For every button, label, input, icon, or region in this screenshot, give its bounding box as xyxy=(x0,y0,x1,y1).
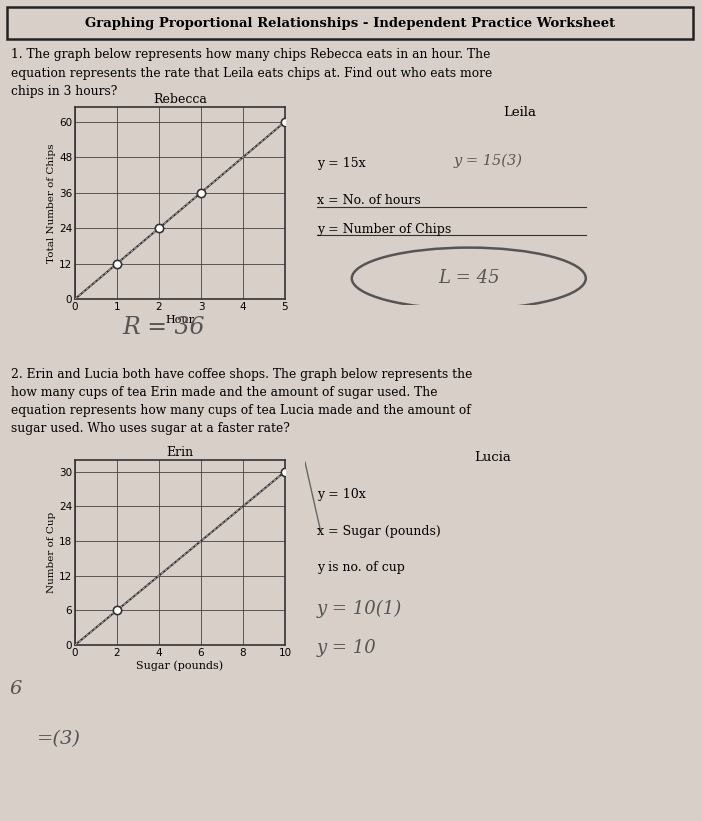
Text: y = 15(3): y = 15(3) xyxy=(453,154,522,167)
Text: y = 10: y = 10 xyxy=(317,639,376,657)
Text: how many cups of tea Erin made and the amount of sugar used. The: how many cups of tea Erin made and the a… xyxy=(11,386,437,399)
Text: =(3): =(3) xyxy=(37,730,81,748)
Text: Leila: Leila xyxy=(503,106,536,119)
Y-axis label: Total Number of Chips: Total Number of Chips xyxy=(47,143,56,263)
X-axis label: Sugar (pounds): Sugar (pounds) xyxy=(136,661,223,671)
Text: equation represents how many cups of tea Lucia made and the amount of: equation represents how many cups of tea… xyxy=(11,404,470,417)
Text: y = 10x: y = 10x xyxy=(317,488,366,501)
FancyBboxPatch shape xyxy=(8,7,693,39)
Text: R = 36: R = 36 xyxy=(123,316,205,339)
Text: x = No. of hours: x = No. of hours xyxy=(317,195,420,207)
X-axis label: Hour: Hour xyxy=(166,314,194,324)
Y-axis label: Number of Cup: Number of Cup xyxy=(47,511,56,593)
Text: 6: 6 xyxy=(9,680,22,698)
Title: Rebecca: Rebecca xyxy=(153,93,207,106)
Text: y is no. of cup: y is no. of cup xyxy=(317,561,404,574)
Text: x = Sugar (pounds): x = Sugar (pounds) xyxy=(317,525,440,538)
Text: Lucia: Lucia xyxy=(474,452,510,465)
Text: y = 10(1): y = 10(1) xyxy=(317,600,402,618)
Text: equation represents the rate that Leila eats chips at. Find out who eats more: equation represents the rate that Leila … xyxy=(11,67,492,80)
Text: 1. The graph below represents how many chips Rebecca eats in an hour. The: 1. The graph below represents how many c… xyxy=(11,48,490,61)
Text: Graphing Proportional Relationships - Independent Practice Worksheet: Graphing Proportional Relationships - In… xyxy=(85,16,615,30)
Text: y = 15x: y = 15x xyxy=(317,158,365,171)
Title: Erin: Erin xyxy=(166,446,194,459)
Text: 2. Erin and Lucia both have coffee shops. The graph below represents the: 2. Erin and Lucia both have coffee shops… xyxy=(11,368,472,381)
Text: y = Number of Chips: y = Number of Chips xyxy=(317,223,451,236)
Text: chips in 3 hours?: chips in 3 hours? xyxy=(11,85,117,99)
Text: sugar used. Who uses sugar at a faster rate?: sugar used. Who uses sugar at a faster r… xyxy=(11,422,290,435)
Text: L = 45: L = 45 xyxy=(438,269,500,287)
